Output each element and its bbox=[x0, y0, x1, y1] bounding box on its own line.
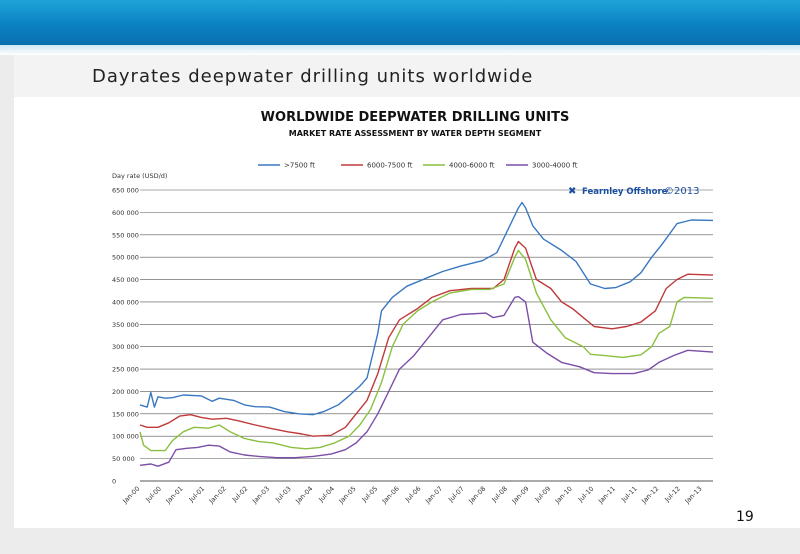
series-line-2 bbox=[139, 249, 714, 452]
legend-label: 3000-4000 ft bbox=[532, 162, 578, 170]
x-tick-label: Jan-12 bbox=[639, 485, 660, 506]
x-tick-label: Jan-09 bbox=[510, 485, 531, 506]
legend-label: >7500 ft bbox=[284, 162, 315, 170]
slide-title: Dayrates deepwater drilling units worldw… bbox=[92, 66, 534, 87]
left-strip bbox=[0, 55, 14, 554]
x-tick-label: Jul-12 bbox=[663, 485, 682, 504]
series-lines bbox=[139, 201, 714, 467]
y-tick-label: 550 000 bbox=[112, 231, 139, 239]
x-tick-label: Jan-04 bbox=[293, 485, 314, 506]
brand-name: Fearnley Offshore bbox=[582, 187, 668, 197]
x-tick-label: Jul-07 bbox=[446, 485, 465, 504]
x-tick-label: Jan-03 bbox=[250, 485, 271, 506]
brand-logo: ✖ Fearnley Offshore ©2013 bbox=[568, 186, 699, 197]
x-tick-label: Jul-04 bbox=[317, 485, 336, 504]
series-line-3 bbox=[139, 295, 714, 467]
legend-label: 4000-6000 ft bbox=[449, 162, 495, 170]
chart-subtitle: MARKET RATE ASSESSMENT BY WATER DEPTH SE… bbox=[289, 129, 542, 138]
x-tick-label: Jul-06 bbox=[403, 485, 422, 504]
y-tick-label: 350 000 bbox=[112, 321, 139, 329]
header-bar bbox=[0, 0, 800, 45]
y-tick-label: 500 000 bbox=[112, 254, 139, 262]
x-tick-label: Jan-08 bbox=[466, 485, 487, 506]
header-bar-fade bbox=[0, 45, 800, 55]
x-tick-label: Jan-07 bbox=[423, 485, 444, 506]
series-line-0 bbox=[139, 201, 714, 416]
x-tick-label: Jan-01 bbox=[164, 485, 185, 506]
x-tick-label: Jan-11 bbox=[596, 485, 617, 506]
y-tick-label: 300 000 bbox=[112, 343, 139, 351]
x-tick-label: Jan-06 bbox=[380, 485, 401, 506]
y-tick-label: 250 000 bbox=[112, 366, 139, 374]
y-tick-label: 50 000 bbox=[112, 455, 135, 463]
legend-label: 6000-7500 ft bbox=[367, 162, 413, 170]
page-number: 19 bbox=[736, 509, 754, 525]
chart-title: WORLDWIDE DEEPWATER DRILLING UNITS bbox=[261, 110, 570, 125]
y-tick-label: 150 000 bbox=[112, 410, 139, 418]
y-tick-label: 450 000 bbox=[112, 276, 139, 284]
y-tick-label: 400 000 bbox=[112, 298, 139, 306]
footer-band bbox=[0, 528, 800, 554]
brand-icon: ✖ bbox=[568, 186, 576, 197]
y-tick-label: 100 000 bbox=[112, 433, 139, 441]
y-tick-label: 0 bbox=[112, 478, 116, 486]
x-tick-label: Jan-02 bbox=[207, 485, 228, 506]
x-tick-label: Jul-09 bbox=[533, 485, 552, 504]
y-axis-label: Day rate (USD/d) bbox=[112, 172, 167, 180]
x-tick-label: Jan-13 bbox=[683, 485, 704, 506]
x-tick-label: Jan-10 bbox=[553, 485, 574, 506]
series-line-1 bbox=[139, 240, 714, 437]
x-tick-label: Jul-05 bbox=[360, 485, 379, 504]
x-tick-label: Jul-11 bbox=[619, 485, 638, 504]
brand-copyright: ©2013 bbox=[664, 186, 699, 197]
y-tick-label: 650 000 bbox=[112, 187, 139, 195]
x-tick-label: Jul-01 bbox=[187, 485, 206, 504]
x-tick-label: Jul-00 bbox=[144, 485, 163, 504]
x-tick-labels: Jan-00 Jul-00 Jan-01 Jul-01 Jan-02 Jul-02 Jan-… bbox=[120, 485, 703, 506]
y-tick-label: 600 000 bbox=[112, 209, 139, 217]
y-tick-label: 200 000 bbox=[112, 388, 139, 396]
x-tick-label: Jul-03 bbox=[273, 485, 292, 504]
y-tick-labels: 0 50 000 100 000 150 000 200 000 250 000 300 0… bbox=[112, 187, 139, 486]
x-tick-label: Jul-10 bbox=[576, 485, 595, 504]
grid bbox=[140, 189, 713, 482]
x-tick-label: Jan-05 bbox=[337, 485, 358, 506]
legend: >7500 ft 6000-7500 ft 4000-6000 ft 3000-400… bbox=[258, 162, 578, 170]
title-band bbox=[14, 55, 800, 97]
x-tick-label: Jan-00 bbox=[120, 485, 141, 506]
x-tick-label: Jul-02 bbox=[230, 485, 249, 504]
x-tick-label: Jul-08 bbox=[490, 485, 509, 504]
